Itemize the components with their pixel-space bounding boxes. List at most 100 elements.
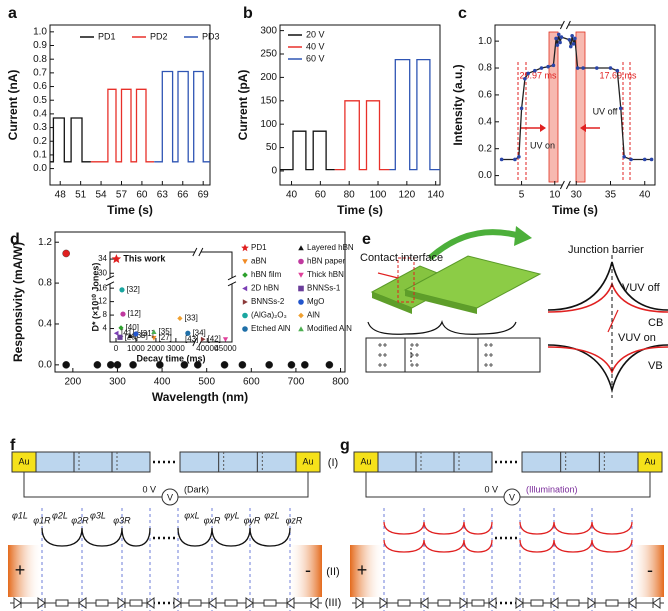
point-label: [41] (121, 328, 134, 337)
diode (652, 597, 661, 609)
x-tick-label: 200 (65, 377, 82, 388)
legend-label: PD3 (202, 31, 220, 41)
charge (484, 363, 488, 367)
x-tick-label: 35 (605, 190, 617, 201)
electrode-label: Au (644, 456, 655, 466)
charge (383, 363, 387, 367)
diode (245, 597, 254, 609)
legend-swatch (298, 299, 304, 305)
x-tick-label: 54 (96, 190, 108, 201)
legend-label: BNNSs-2 (251, 297, 285, 306)
point (622, 154, 626, 159)
y-tick-label: 8 (103, 310, 108, 319)
y-tick-label: 0.6 (478, 90, 492, 101)
legend-label: PD2 (150, 31, 168, 41)
axis-break (562, 21, 569, 29)
point (151, 329, 157, 334)
charge (378, 363, 382, 367)
resistor (263, 599, 277, 607)
point-label: [39] (135, 331, 148, 340)
point (567, 37, 572, 42)
point (571, 42, 576, 46)
barrier-label: φxR (204, 515, 221, 525)
plot-frame (494, 24, 656, 186)
row-label: (III) (325, 597, 342, 609)
device-bar (35, 451, 151, 473)
resistor (530, 599, 544, 607)
voltmeter-label: V (167, 492, 173, 502)
diode (146, 597, 155, 609)
barrier-label: φ3R (113, 515, 131, 525)
label: VUV on (618, 332, 656, 344)
x-tick-label: 80 (344, 190, 356, 201)
point (519, 106, 524, 111)
legend-swatch (241, 244, 249, 252)
legend-label: 20 V (306, 29, 325, 39)
axis-break (106, 277, 114, 284)
annotation: UV off (593, 106, 618, 116)
axis-break (227, 275, 237, 281)
charge (410, 353, 414, 357)
diode (13, 597, 22, 609)
y-tick-label: 250 (260, 49, 277, 60)
y-tick-label: 0.2 (33, 136, 47, 147)
point (559, 35, 564, 39)
annotation: UV on (530, 140, 555, 150)
point-label: [43] (185, 334, 198, 343)
point (581, 66, 585, 70)
label: VB (648, 360, 663, 372)
legend-swatch (298, 245, 304, 251)
circuit (365, 472, 651, 498)
y-axis-label: Intensity (a.u.) (451, 64, 465, 145)
y-tick-label: 0.4 (33, 109, 47, 120)
point (238, 361, 247, 369)
point-label: [35] (159, 327, 172, 336)
diode (286, 597, 295, 609)
bias-label: 0 V (142, 484, 156, 494)
point (568, 44, 573, 49)
plot-frame (109, 251, 233, 343)
point (200, 336, 206, 342)
point (642, 157, 647, 162)
axis-break (227, 281, 237, 287)
point-label: [12] (128, 309, 141, 318)
point (551, 63, 556, 68)
charge (489, 343, 493, 347)
point-label: [42] (208, 334, 221, 343)
line (280, 130, 335, 171)
point (185, 330, 191, 336)
point-label: [34] (192, 328, 205, 337)
y-tick-label: 1.2 (38, 237, 52, 248)
y-tick-label: 30 (98, 268, 107, 277)
resistor (55, 599, 69, 607)
axis-break (228, 277, 236, 284)
y-axis-label: Current (nA) (6, 70, 20, 141)
legend-label: PD1 (251, 243, 267, 252)
resistor (95, 599, 109, 607)
legend-label: MgO (307, 297, 324, 306)
point (129, 361, 137, 369)
barrier-label: φzL (264, 510, 279, 520)
resistor (397, 599, 411, 607)
plot-frame (49, 24, 211, 186)
point (573, 36, 577, 41)
plot-frame (54, 231, 346, 373)
x-axis-label: Time (s) (552, 203, 598, 217)
point (526, 71, 530, 76)
charge (484, 353, 488, 357)
x-tick-label: 48 (55, 190, 67, 201)
label: CB (648, 317, 663, 329)
bias-label: 0 V (484, 484, 498, 494)
point (546, 64, 550, 69)
resistor (188, 599, 202, 607)
point (151, 335, 157, 341)
barrier-label: φ3L (90, 510, 106, 520)
x-tick-label: 400 (154, 377, 171, 388)
legend-swatch (298, 312, 304, 319)
x-axis-label: Time (s) (107, 203, 153, 217)
point (177, 315, 183, 321)
y-tick-label: 150 (260, 95, 277, 106)
y-tick-label: 4 (103, 324, 108, 333)
y-axis-label: Responsivity (mA/W) (11, 242, 25, 362)
